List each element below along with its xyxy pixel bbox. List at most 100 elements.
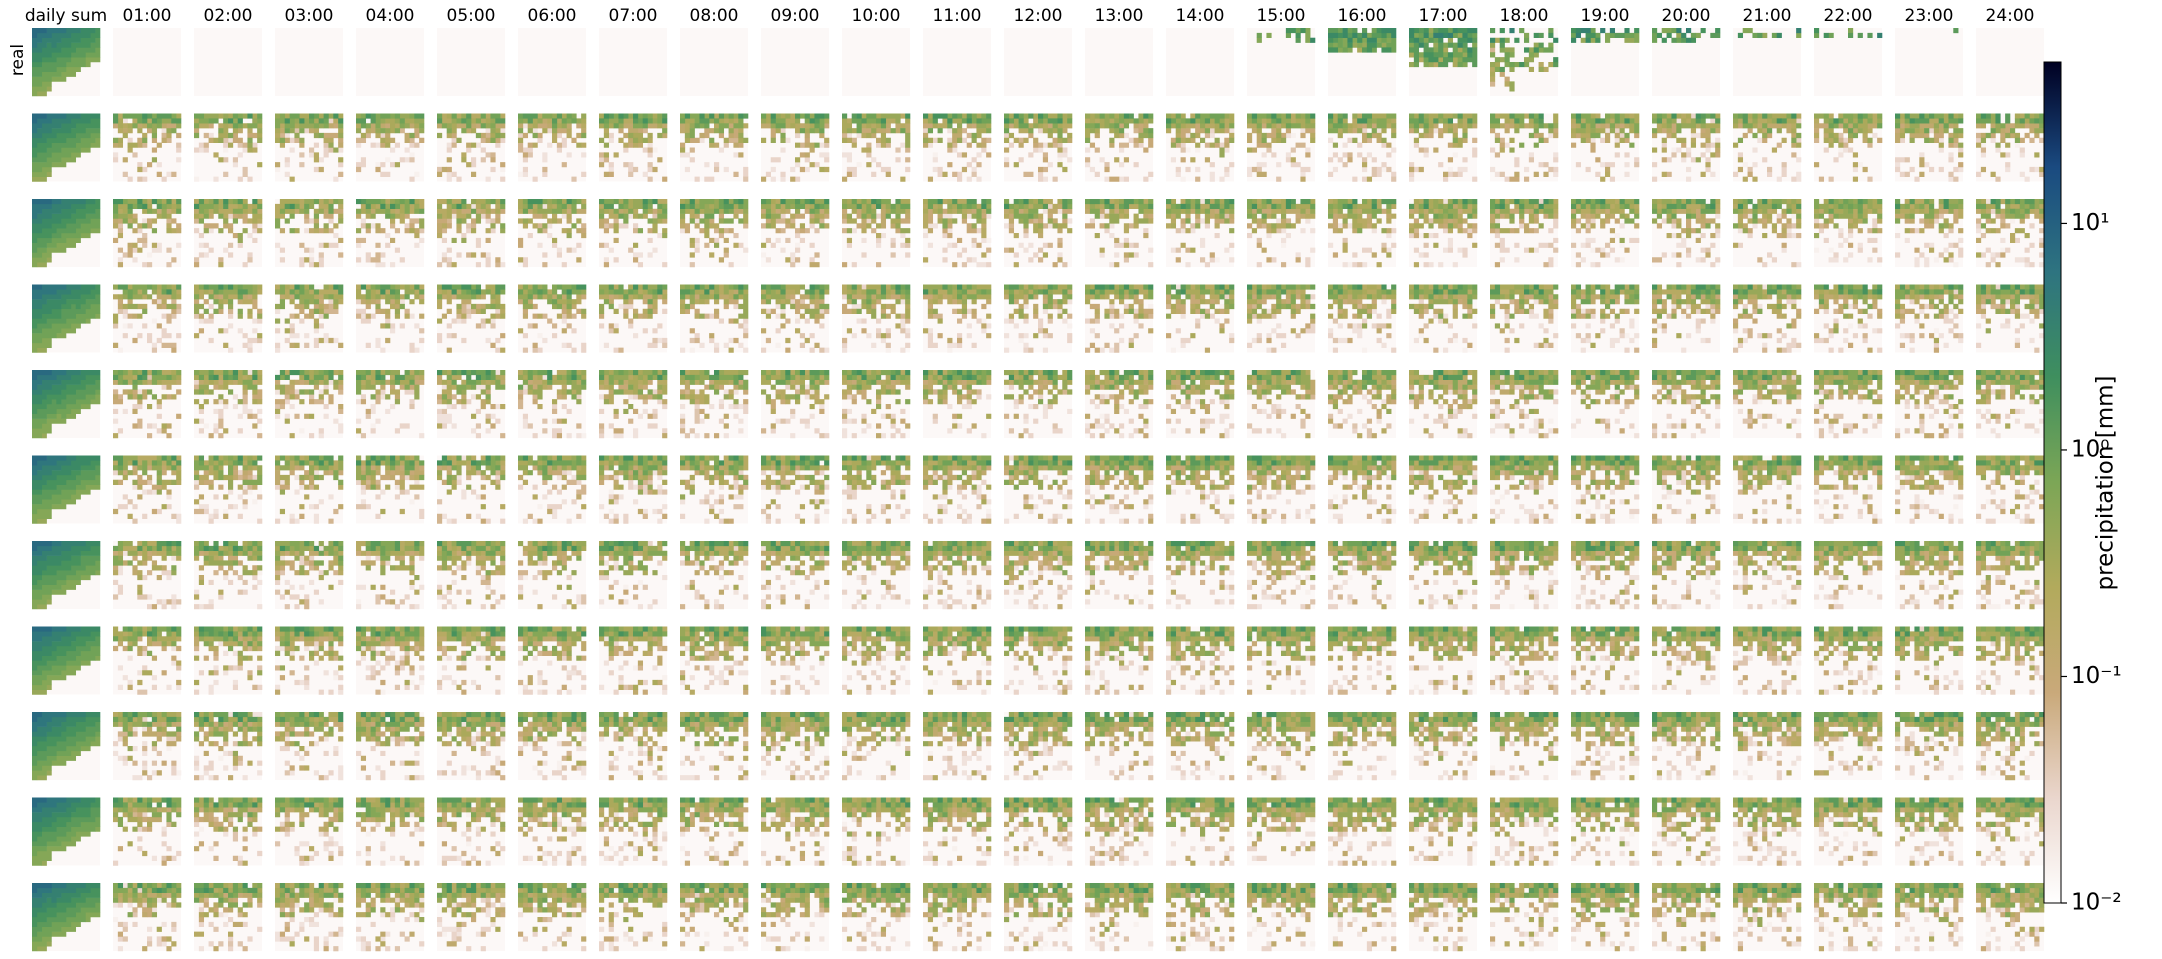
heatmap-cells bbox=[1300, 655, 1311, 686]
heatmap-cells bbox=[409, 142, 420, 163]
heatmap-cells bbox=[299, 370, 344, 381]
heatmap-cells bbox=[761, 550, 830, 605]
heatmap-cells bbox=[32, 199, 52, 205]
heatmap-cells bbox=[409, 831, 420, 866]
heatmap-cells bbox=[1499, 470, 1554, 505]
heatmap-cells bbox=[1823, 113, 1868, 148]
heatmap-cells bbox=[623, 162, 653, 182]
panel bbox=[194, 284, 263, 353]
heatmap-cells bbox=[1976, 807, 2001, 852]
heatmap-cells bbox=[1409, 575, 1415, 581]
heatmap-cells bbox=[761, 199, 825, 229]
heatmap-cells bbox=[1814, 560, 1883, 610]
heatmap-cells bbox=[1818, 626, 1863, 637]
heatmap-cells bbox=[1247, 199, 1316, 229]
heatmap-cells bbox=[1170, 626, 1230, 642]
heatmap-cells bbox=[1490, 883, 1544, 937]
heatmap-cells bbox=[851, 736, 901, 761]
heatmap-cells bbox=[208, 128, 243, 143]
panel bbox=[680, 455, 749, 524]
heatmap-cells bbox=[842, 379, 911, 439]
heatmap-cells bbox=[194, 883, 258, 894]
panel bbox=[1085, 883, 1154, 952]
heatmap-cells bbox=[356, 113, 425, 134]
heatmap-cells bbox=[851, 379, 906, 429]
heatmap-cells bbox=[1652, 218, 1677, 263]
heatmap-cells bbox=[1666, 541, 1721, 561]
heatmap-cells bbox=[1008, 284, 1063, 319]
heatmap-cells bbox=[1895, 541, 1949, 552]
heatmap-cells bbox=[1166, 541, 1235, 571]
heatmap-cells bbox=[1833, 584, 1849, 600]
heatmap-cells bbox=[1575, 712, 1640, 723]
heatmap-cells bbox=[1666, 313, 1706, 324]
heatmap-cells bbox=[765, 897, 796, 942]
heatmap-cells bbox=[1033, 712, 1073, 727]
heatmap-cells bbox=[1733, 374, 1797, 424]
panel bbox=[599, 797, 668, 866]
heatmap-cells bbox=[1571, 797, 1635, 842]
heatmap-cells bbox=[1895, 113, 1964, 143]
heatmap-cells bbox=[1895, 199, 1935, 210]
heatmap-cells bbox=[876, 328, 906, 348]
heatmap-cells bbox=[1656, 821, 1721, 866]
heatmap-cells bbox=[1332, 460, 1397, 524]
heatmap-cells bbox=[1251, 455, 1277, 466]
heatmap-cells bbox=[113, 284, 182, 324]
heatmap-cells bbox=[333, 946, 339, 952]
heatmap-cells bbox=[1033, 199, 1073, 258]
heatmap-cells bbox=[599, 455, 668, 495]
heatmap-cells bbox=[923, 736, 992, 781]
heatmap-cells bbox=[761, 541, 830, 571]
heatmap-cells bbox=[1256, 370, 1301, 400]
heatmap-cells bbox=[1742, 408, 1802, 424]
heatmap-cells bbox=[2005, 655, 2021, 666]
heatmap-cells bbox=[1624, 333, 1630, 339]
heatmap-cells bbox=[1909, 760, 1944, 776]
heatmap-cells bbox=[1737, 370, 1787, 385]
heatmap-cells bbox=[1843, 665, 1863, 681]
heatmap-cells bbox=[1413, 560, 1478, 610]
heatmap-cells bbox=[1256, 726, 1262, 771]
heatmap-cells bbox=[437, 455, 506, 510]
heatmap-cells bbox=[1509, 594, 1530, 610]
heatmap-cells bbox=[32, 541, 52, 552]
heatmap-cells bbox=[1433, 712, 1478, 761]
panel bbox=[1085, 199, 1154, 268]
heatmap-cells bbox=[785, 113, 830, 173]
heatmap-cells bbox=[1114, 636, 1154, 690]
heatmap-cells bbox=[966, 670, 982, 686]
heatmap-cells bbox=[1575, 284, 1635, 295]
heatmap-cells bbox=[1185, 565, 1191, 571]
heatmap-cells bbox=[113, 203, 182, 214]
heatmap-cells bbox=[213, 883, 263, 908]
heatmap-cells bbox=[780, 831, 825, 861]
heatmap-cells bbox=[842, 641, 911, 695]
heatmap-cells bbox=[1862, 370, 1878, 381]
heatmap-cells bbox=[1571, 123, 1620, 173]
heatmap-cells bbox=[1833, 118, 1839, 124]
heatmap-cells bbox=[1976, 541, 2045, 571]
panel bbox=[1652, 370, 1721, 439]
heatmap-cells bbox=[1328, 797, 1392, 808]
heatmap-cells bbox=[599, 389, 668, 439]
heatmap-cells bbox=[441, 712, 506, 752]
heatmap-cells bbox=[194, 721, 258, 766]
heatmap-cells bbox=[1362, 347, 1368, 353]
heatmap-cells bbox=[680, 545, 749, 610]
heatmap-cells bbox=[1899, 541, 1959, 566]
panel bbox=[194, 113, 263, 182]
heatmap-cells bbox=[1762, 626, 1802, 637]
heatmap-cells bbox=[1094, 541, 1144, 556]
heatmap-cells bbox=[1895, 831, 1964, 866]
panel bbox=[1895, 284, 1964, 353]
heatmap-cells bbox=[451, 370, 496, 385]
heatmap-cells bbox=[842, 821, 911, 866]
heatmap-cells bbox=[1733, 816, 1802, 861]
heatmap-cells bbox=[1247, 636, 1316, 695]
heatmap-cells bbox=[1524, 675, 1559, 695]
heatmap-cells bbox=[846, 203, 911, 244]
heatmap-cells bbox=[1976, 584, 2040, 595]
heatmap-cells bbox=[198, 826, 248, 837]
heatmap-cells bbox=[1904, 284, 1959, 295]
